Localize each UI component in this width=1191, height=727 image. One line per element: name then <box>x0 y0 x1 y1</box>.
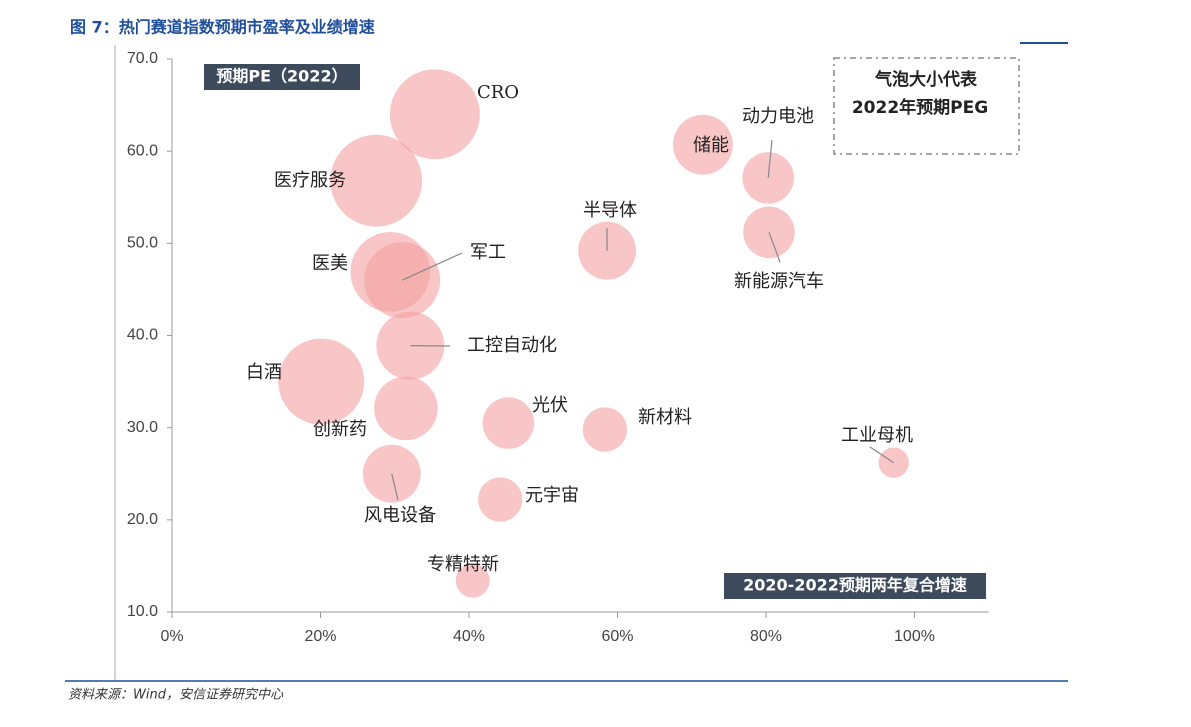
bubble-label: CRO <box>477 82 519 103</box>
bubble-label: 元宇宙 <box>525 485 579 506</box>
y-tick-label: 30.0 <box>127 419 158 436</box>
bubble-label: 储能 <box>693 135 729 156</box>
bubble-label: 动力电池 <box>742 106 814 127</box>
size-legend-text: 气泡大小代表 <box>874 69 978 90</box>
y-tick-label: 60.0 <box>127 142 158 159</box>
y-tick-label: 50.0 <box>127 235 158 252</box>
figure-title: 图 7：热门赛道指数预期市盈率及业绩增速 <box>70 18 375 37</box>
bubble-label: 风电设备 <box>364 505 436 526</box>
bubble-label: 新材料 <box>638 407 692 428</box>
bubble-label: 医疗服务 <box>274 170 346 191</box>
y-tick-label: 10.0 <box>127 603 158 620</box>
x-tick-label: 60% <box>601 628 633 645</box>
y-axis-label: 预期PE（2022） <box>216 67 347 86</box>
bubble-label: 白酒 <box>246 362 282 383</box>
y-tick-label: 70.0 <box>127 50 158 67</box>
bubble-label: 工控自动化 <box>467 335 557 356</box>
bubble <box>374 377 438 441</box>
bubble-label: 专精特新 <box>427 554 499 575</box>
bubble-label: 半导体 <box>583 200 637 221</box>
bubble-label: 工业母机 <box>841 425 913 446</box>
x-tick-label: 20% <box>304 628 336 645</box>
x-tick-label: 80% <box>750 628 782 645</box>
x-axis-label: 2020-2022预期两年复合增速 <box>743 576 967 595</box>
y-tick-label: 40.0 <box>127 327 158 344</box>
bubble-label: 创新药 <box>313 419 367 440</box>
y-tick-label: 20.0 <box>127 511 158 528</box>
bubble-label: 光伏 <box>532 395 568 416</box>
plot-area: 0% 20% 40% 60% 80% 100% 10.0 20.0 30.0 40.0 50.0 60… <box>127 50 989 645</box>
bubble-label: 军工 <box>470 242 506 263</box>
x-tick-label: 0% <box>160 628 183 645</box>
size-legend-text: 2022年预期PEG <box>852 97 988 118</box>
bubble-label: 医美 <box>312 253 348 274</box>
x-tick-label: 40% <box>453 628 485 645</box>
bubble <box>278 339 364 425</box>
source-note: 资料来源：Wind，安信证券研究中心 <box>68 687 284 703</box>
bubble <box>583 407 627 451</box>
bubble-label: 新能源汽车 <box>734 271 824 292</box>
bubble <box>483 397 535 449</box>
bubble <box>478 477 522 521</box>
x-tick-label: 100% <box>894 628 935 645</box>
